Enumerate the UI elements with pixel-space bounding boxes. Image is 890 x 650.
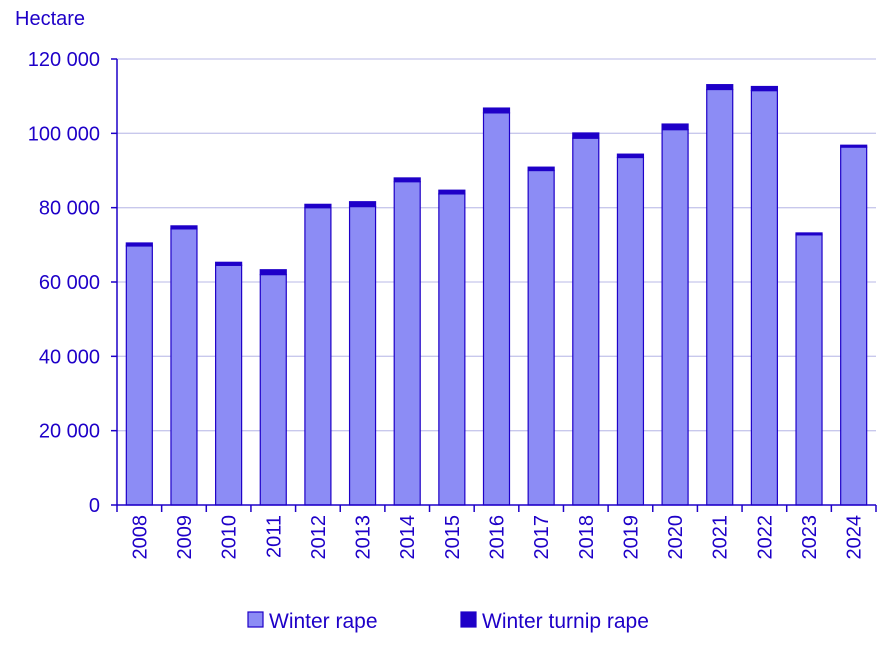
x-tick-label: 2024	[844, 515, 866, 560]
y-tick-label: 80 000	[39, 198, 100, 220]
bar-winter-rape-2009	[170, 228, 198, 506]
x-tick-label: 2015	[442, 515, 464, 560]
bar-winter-rape-2015	[438, 193, 466, 506]
axes	[111, 58, 877, 512]
bar-winter-turnip-rape-2024	[840, 144, 868, 148]
bar-winter-rape-2012	[304, 207, 332, 506]
y-tick-labels: 0 20 000 40 000 60 000 80 000 100 000 120 000	[28, 49, 100, 517]
bar-winter-turnip-rape-2010	[215, 261, 243, 266]
x-tick-label: 2009	[174, 515, 196, 560]
bar-winter-rape-2017	[527, 169, 555, 506]
bar-winter-turnip-rape-2011	[259, 269, 287, 276]
x-tick-label: 2010	[219, 515, 241, 560]
bar-winter-turnip-rape-2020	[661, 123, 689, 131]
bar-winter-rape-2022	[750, 89, 778, 506]
x-tick-label: 2023	[799, 515, 821, 560]
bar-winter-turnip-rape-2013	[348, 201, 377, 208]
bar-winter-rape-2011	[259, 273, 287, 506]
bar-winter-turnip-rape-2021	[706, 84, 734, 91]
bar-winter-rape-2018	[572, 137, 600, 506]
y-tick-label: 40 000	[39, 346, 100, 368]
y-tick-label: 0	[89, 495, 100, 517]
x-tick-label: 2008	[129, 515, 151, 560]
x-tick-label: 2014	[397, 515, 419, 560]
x-tick-label: 2011	[263, 515, 285, 558]
bar-winter-turnip-rape-2023	[795, 232, 823, 236]
x-tick-label: 2021	[710, 515, 732, 560]
bar-winter-turnip-rape-2009	[170, 225, 198, 230]
y-tick-label: 120 000	[28, 49, 100, 71]
bar-winter-rape-2019	[616, 156, 645, 506]
y-tick-label: 20 000	[39, 421, 100, 443]
bar-winter-rape-2020	[661, 129, 689, 506]
bar-winter-turnip-rape-2008	[125, 242, 153, 247]
bar-winter-rape-2024	[840, 146, 868, 506]
legend-label: Winter turnip rape	[482, 610, 649, 633]
bar-winter-turnip-rape-2012	[304, 203, 332, 209]
x-tick-label: 2013	[353, 515, 375, 560]
x-tick-label: 2018	[576, 515, 598, 560]
y-tick-label: 60 000	[39, 272, 100, 294]
bar-winter-rape-2021	[706, 88, 734, 506]
legend-swatch	[247, 611, 264, 628]
y-tick-label: 100 000	[28, 123, 100, 145]
x-tick-labels: 2008 2009 2010 2011 2012 2013 2014 2015 2016 2017…	[129, 515, 865, 560]
bar-winter-turnip-rape-2019	[616, 153, 645, 159]
bar-winter-turnip-rape-2018	[572, 132, 600, 139]
legend-swatch	[460, 611, 477, 628]
bar-winter-turnip-rape-2016	[482, 107, 511, 114]
bar-winter-rape-2010	[215, 264, 243, 506]
legend: Winter rape Winter turnip rape	[247, 610, 649, 633]
y-axis-label: Hectare	[15, 8, 85, 30]
bar-winter-rape-2013	[348, 205, 377, 506]
x-tick-label: 2012	[308, 515, 330, 560]
bar-winter-rape-2014	[393, 181, 421, 506]
bar-winter-turnip-rape-2017	[527, 166, 555, 172]
bar-winter-turnip-rape-2015	[438, 189, 466, 195]
bar-winter-rape-2023	[795, 234, 823, 506]
x-tick-label: 2017	[531, 515, 553, 560]
bars	[125, 84, 868, 506]
x-tick-label: 2019	[620, 515, 642, 560]
bar-winter-rape-2008	[125, 245, 153, 506]
bar-winter-turnip-rape-2022	[750, 85, 778, 92]
x-tick-label: 2016	[487, 515, 509, 560]
legend-label: Winter rape	[269, 610, 378, 633]
x-tick-label: 2022	[754, 515, 776, 560]
bar-winter-turnip-rape-2014	[393, 177, 421, 183]
x-tick-label: 2020	[665, 515, 687, 560]
bar-winter-rape-2016	[482, 112, 511, 506]
